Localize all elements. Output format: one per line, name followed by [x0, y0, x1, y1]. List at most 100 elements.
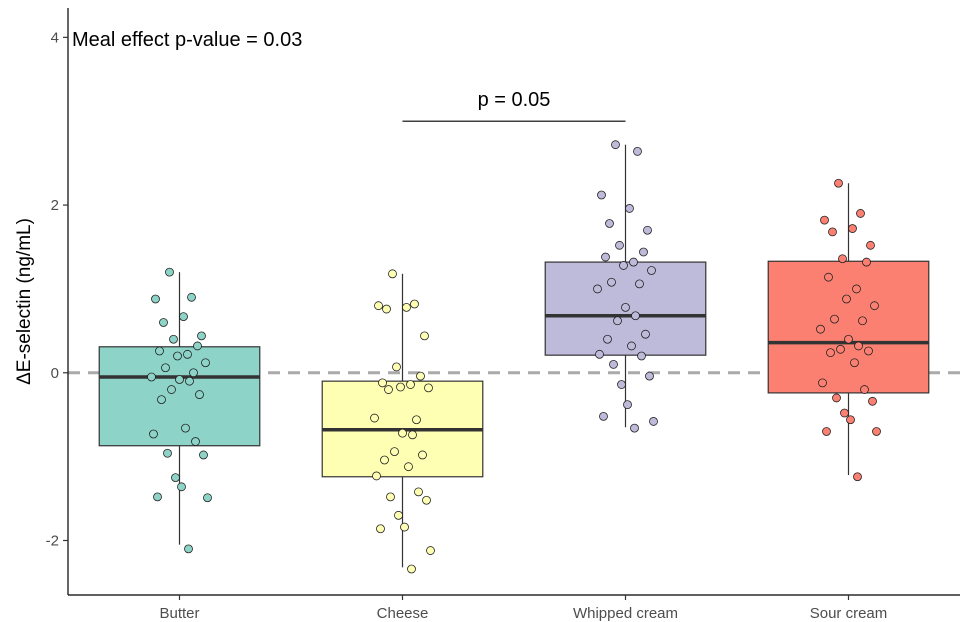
data-point-cheese — [370, 413, 379, 423]
data-point-whipped-cream — [619, 261, 628, 270]
data-point-cheese — [402, 302, 411, 312]
data-point-sour-cream — [866, 240, 875, 250]
data-point-sour-cream — [850, 358, 859, 368]
data-point-whipped-cream — [609, 359, 618, 369]
data-point-cheese — [378, 378, 387, 388]
data-point-whipped-cream — [611, 140, 620, 150]
data-point-sour-cream — [820, 215, 829, 225]
data-point-sour-cream — [840, 408, 849, 418]
boxes-layer — [98, 144, 930, 568]
data-point-sour-cream — [872, 427, 881, 436]
data-point-whipped-cream — [647, 266, 656, 275]
data-point-butter — [191, 437, 200, 446]
data-point-cheese — [424, 383, 433, 393]
box-butter — [98, 346, 261, 447]
data-point-butter — [173, 351, 182, 361]
data-point-butter — [151, 294, 160, 304]
data-point-cheese — [420, 331, 429, 341]
meal-effect-annotation: Meal effect p-value = 0.03 — [72, 29, 302, 51]
data-point-whipped-cream — [613, 316, 622, 326]
data-point-whipped-cream — [605, 219, 614, 228]
data-point-sour-cream — [816, 324, 825, 334]
data-point-butter — [165, 267, 174, 277]
data-point-whipped-cream — [599, 411, 608, 421]
data-point-cheese — [380, 455, 389, 465]
data-point-cheese — [418, 450, 427, 460]
data-point-butter — [203, 493, 212, 503]
points-layer — [147, 140, 881, 574]
data-point-whipped-cream — [649, 417, 658, 426]
data-point-butter — [193, 341, 202, 351]
data-point-cheese — [382, 304, 391, 314]
data-point-whipped-cream — [597, 190, 606, 200]
axes-layer: -2 0 2 4 Butter Cheese Whipped cream Sour cream — [46, 8, 960, 622]
data-point-cheese — [376, 524, 385, 534]
data-point-butter — [161, 363, 170, 373]
box-sour-cream — [767, 260, 930, 394]
data-point-whipped-cream — [645, 371, 654, 381]
data-point-sour-cream — [838, 254, 847, 264]
data-point-whipped-cream — [627, 341, 636, 351]
y-tick-label: 4 — [51, 29, 59, 46]
data-point-sour-cream — [870, 301, 879, 311]
data-point-sour-cream — [836, 344, 845, 354]
data-point-cheese — [407, 564, 416, 574]
data-point-cheese — [388, 269, 397, 279]
data-point-whipped-cream — [635, 279, 644, 289]
data-point-sour-cream — [848, 224, 857, 233]
x-tick-label: Whipped cream — [573, 605, 678, 622]
data-point-butter — [199, 450, 208, 460]
data-point-cheese — [398, 428, 407, 438]
x-tick-label: Sour cream — [810, 605, 888, 622]
data-point-cheese — [414, 487, 423, 497]
data-point-sour-cream — [832, 393, 841, 403]
data-point-sour-cream — [824, 272, 833, 282]
x-tick-label: Cheese — [377, 605, 429, 622]
data-point-cheese — [416, 371, 425, 381]
data-point-sour-cream — [818, 378, 827, 388]
data-point-whipped-cream — [629, 257, 638, 267]
data-point-whipped-cream — [641, 329, 650, 339]
data-point-whipped-cream — [639, 247, 648, 257]
data-point-whipped-cream — [593, 284, 602, 294]
data-point-cheese — [384, 385, 393, 394]
data-point-cheese — [400, 522, 409, 532]
data-point-butter — [185, 376, 194, 386]
data-point-whipped-cream — [637, 351, 646, 361]
data-point-whipped-cream — [633, 146, 642, 156]
data-point-butter — [181, 423, 190, 433]
data-point-cheese — [412, 415, 421, 425]
y-axis-title: ΔE-selectin (ng/mL) — [14, 218, 35, 385]
data-point-whipped-cream — [631, 311, 640, 321]
data-point-cheese — [426, 546, 435, 555]
data-point-butter — [177, 482, 186, 492]
data-point-sour-cream — [844, 334, 853, 344]
data-point-butter — [183, 349, 192, 359]
data-point-whipped-cream — [607, 277, 616, 287]
data-point-butter — [157, 395, 166, 405]
data-point-sour-cream — [846, 415, 855, 425]
data-point-butter — [149, 429, 158, 439]
data-point-cheese — [406, 380, 415, 389]
data-point-sour-cream — [852, 284, 861, 294]
data-point-whipped-cream — [643, 225, 652, 235]
data-point-sour-cream — [854, 341, 863, 351]
data-point-butter — [187, 292, 196, 302]
data-point-sour-cream — [822, 427, 831, 436]
data-point-whipped-cream — [621, 302, 630, 312]
data-point-butter — [175, 375, 184, 384]
data-point-cheese — [386, 492, 395, 502]
data-point-sour-cream — [858, 316, 867, 326]
data-point-butter — [197, 331, 206, 341]
data-point-whipped-cream — [615, 240, 624, 250]
data-point-sour-cream — [862, 257, 871, 267]
data-point-sour-cream — [856, 209, 865, 218]
data-point-cheese — [396, 382, 405, 392]
data-point-whipped-cream — [603, 334, 612, 344]
data-point-sour-cream — [853, 472, 862, 482]
data-point-butter — [155, 346, 164, 356]
y-tick-label: 0 — [51, 365, 59, 382]
data-point-whipped-cream — [630, 423, 639, 433]
data-point-butter — [184, 544, 193, 554]
